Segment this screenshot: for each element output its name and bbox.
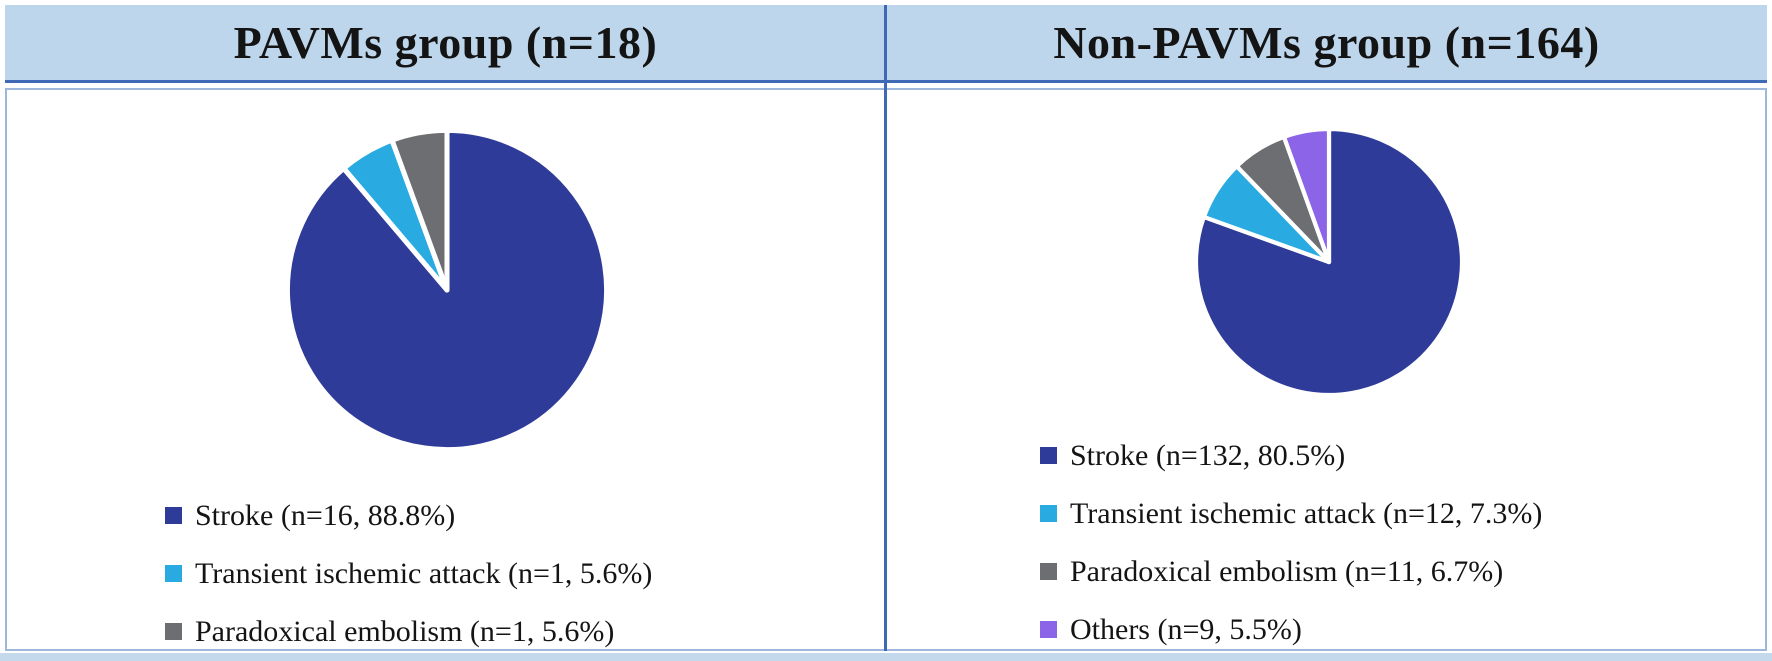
non-pavms-chart-panel: Stroke (n=132, 80.5%) Transient ischemic … — [886, 90, 1765, 649]
non-pavms-title: Non-PAVMs group (n=164) — [1053, 17, 1600, 68]
legend-item-stroke: Stroke (n=16, 88.8%) — [165, 498, 652, 534]
non-pavms-legend: Stroke (n=132, 80.5%) Transient ischemic … — [1040, 438, 1542, 661]
legend-swatch-paradoxical-embolism — [1040, 562, 1057, 580]
pavms-chart-panel: Stroke (n=16, 88.8%) Transient ischemic a… — [7, 90, 886, 649]
panel-header-pavms: PAVMs group (n=18) — [5, 5, 886, 83]
legend-label: Transient ischemic attack (n=1, 5.6%) — [195, 557, 653, 590]
header-row: PAVMs group (n=18) Non-PAVMs group (n=16… — [5, 5, 1767, 83]
pie-slice-others — [1281, 126, 1332, 265]
panel-header-non-pavms: Non-PAVMs group (n=164) — [886, 5, 1767, 83]
pavms-legend: Stroke (n=16, 88.8%) Transient ischemic a… — [165, 498, 652, 661]
legend-item-stroke: Stroke (n=132, 80.5%) — [1040, 438, 1542, 474]
legend-label: Others (n=9, 5.5%) — [1070, 613, 1302, 646]
legend-item-paradoxical-embolism: Paradoxical embolism (n=1, 5.6%) — [165, 614, 652, 650]
bottom-strip — [0, 653, 1772, 661]
legend-item-paradoxical-embolism: Paradoxical embolism (n=11, 6.7%) — [1040, 554, 1542, 590]
legend-label: Stroke (n=132, 80.5%) — [1070, 439, 1346, 472]
legend-swatch-transient-ischemic-attack — [1040, 504, 1057, 522]
legend-swatch-stroke — [1040, 446, 1057, 464]
legend-label: Paradoxical embolism (n=1, 5.6%) — [195, 615, 615, 648]
legend-swatch-others — [1040, 620, 1057, 638]
legend-swatch-paradoxical-embolism — [165, 622, 182, 640]
legend-swatch-stroke — [165, 506, 182, 524]
legend-label: Paradoxical embolism (n=11, 6.7%) — [1070, 555, 1504, 588]
legend-label: Stroke (n=16, 88.8%) — [195, 499, 456, 532]
legend-item-transient-ischemic-attack: Transient ischemic attack (n=1, 5.6%) — [165, 556, 652, 592]
non-pavms-pie-chart — [1193, 126, 1465, 398]
legend-item-others: Others (n=9, 5.5%) — [1040, 612, 1542, 648]
legend-label: Transient ischemic attack (n=12, 7.3%) — [1070, 497, 1543, 530]
pavms-title: PAVMs group (n=18) — [233, 17, 658, 68]
legend-item-transient-ischemic-attack: Transient ischemic attack (n=12, 7.3%) — [1040, 496, 1542, 532]
pie-slice-paradoxical-embolism — [389, 127, 450, 293]
pavms-pie-chart — [284, 127, 610, 453]
panel-divider — [884, 5, 887, 651]
legend-swatch-transient-ischemic-attack — [165, 564, 182, 582]
